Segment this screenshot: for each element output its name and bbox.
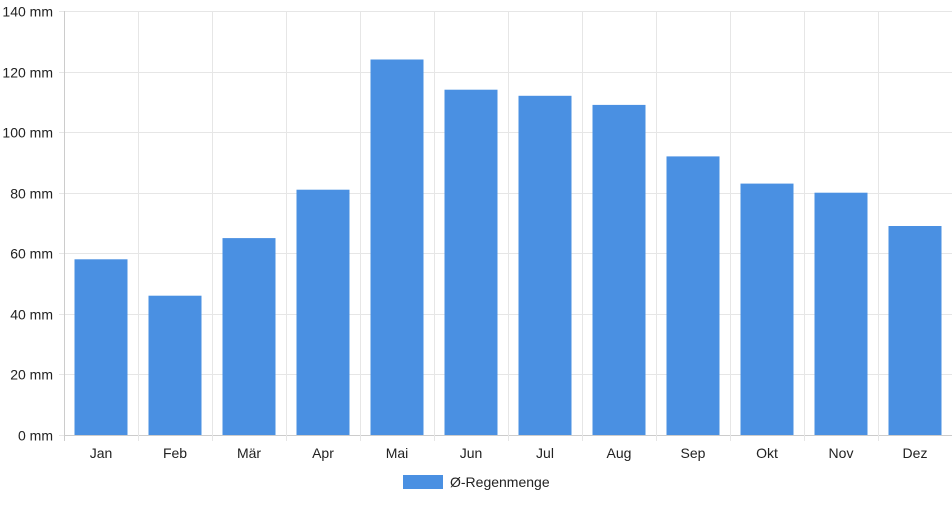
bar-dez[interactable]	[888, 226, 942, 435]
x-tick-label: Aug	[607, 445, 632, 461]
bar-mär[interactable]	[222, 238, 276, 435]
bar-nov[interactable]	[814, 192, 868, 435]
bar-apr[interactable]	[296, 189, 350, 435]
grid-layer	[59, 11, 952, 441]
bar-layer	[74, 59, 942, 436]
x-tick-label: Dez	[903, 445, 928, 461]
y-tick-label: 80 mm	[10, 186, 53, 202]
y-tick-label: 0 mm	[18, 428, 53, 444]
x-tick-label: Jun	[460, 445, 483, 461]
x-tick-label: Jan	[90, 445, 113, 461]
bar-jan[interactable]	[74, 259, 128, 435]
bar-mai[interactable]	[370, 59, 424, 436]
x-tick-label: Mai	[386, 445, 409, 461]
legend[interactable]: Ø-Regenmenge	[403, 474, 550, 490]
x-tick-label: Mär	[237, 445, 261, 461]
x-tick-label: Sep	[681, 445, 706, 461]
y-tick-label: 60 mm	[10, 246, 53, 262]
bar-sep[interactable]	[666, 156, 720, 435]
bar-feb[interactable]	[148, 295, 202, 435]
x-tick-label: Apr	[312, 445, 334, 461]
y-tick-label: 140 mm	[2, 4, 53, 20]
x-tick-label: Okt	[756, 445, 778, 461]
x-tick-label: Nov	[829, 445, 854, 461]
axis-layer: 0 mm 20 mm 40 mm 60 mm 80 mm 100 mm 120 mm 140 …	[2, 4, 927, 462]
bar-aug[interactable]	[592, 104, 646, 436]
bar-okt[interactable]	[740, 183, 794, 435]
legend-swatch[interactable]	[403, 475, 443, 489]
bar-jul[interactable]	[518, 95, 572, 436]
y-tick-label: 40 mm	[10, 307, 53, 323]
x-tick-label: Feb	[163, 445, 187, 461]
bar-jun[interactable]	[444, 89, 498, 435]
y-tick-label: 100 mm	[2, 125, 53, 141]
legend-label[interactable]: Ø-Regenmenge	[450, 474, 550, 490]
y-tick-label: 20 mm	[10, 367, 53, 383]
y-tick-label: 120 mm	[2, 65, 53, 81]
x-tick-label: Jul	[536, 445, 554, 461]
